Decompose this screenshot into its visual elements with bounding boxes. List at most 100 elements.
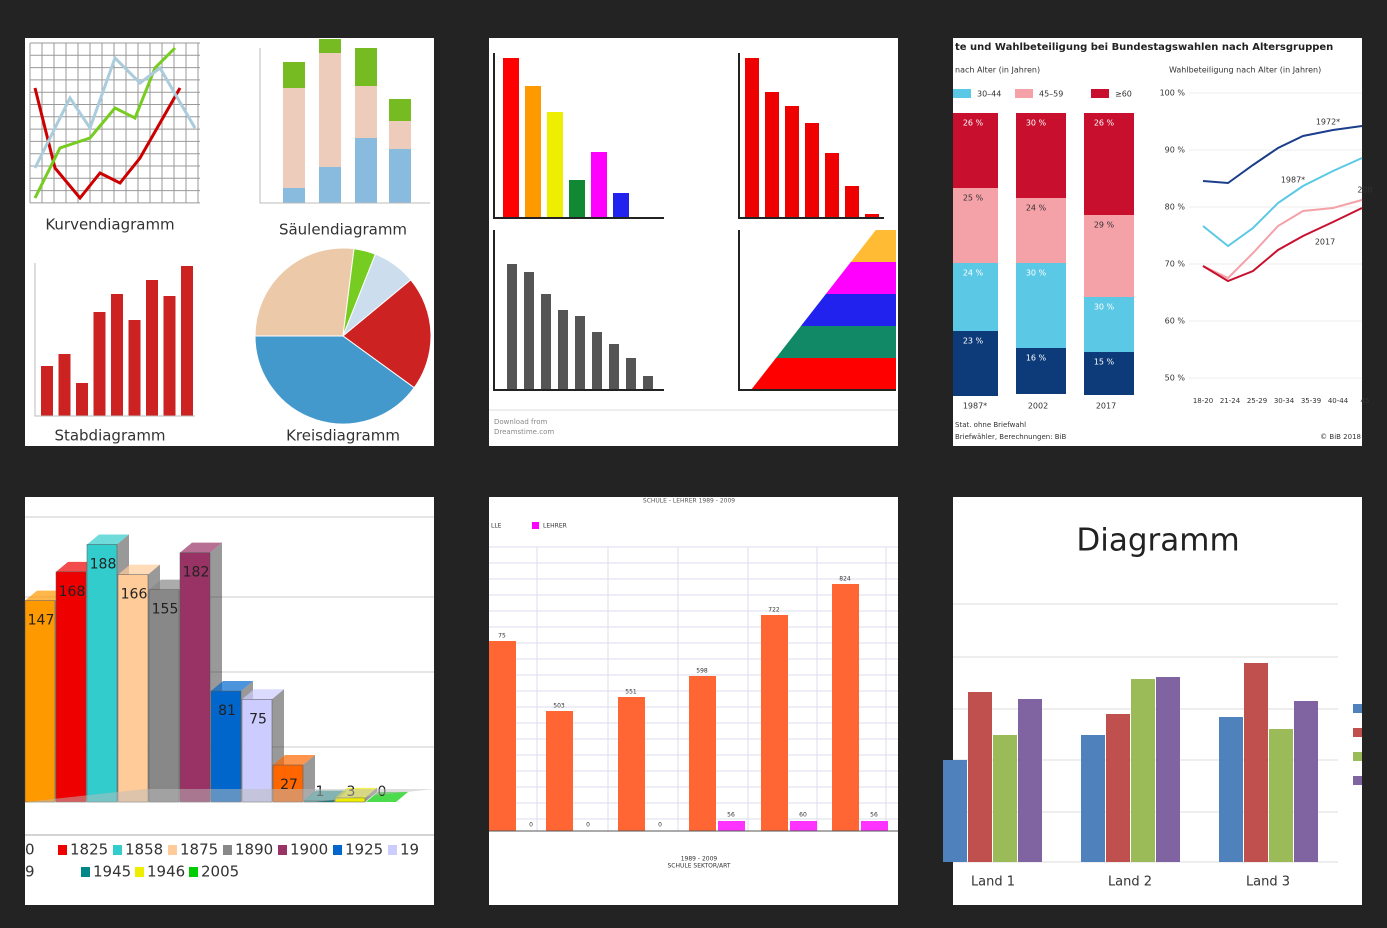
bar xyxy=(1081,735,1105,862)
label: 18-20 xyxy=(1193,397,1213,405)
thumbnail-bg[interactable] xyxy=(953,38,1362,446)
label: 1972* xyxy=(1316,118,1340,127)
label: Briefwähler, Berechnungen: BiB xyxy=(955,433,1067,441)
label: 15 % xyxy=(1094,358,1115,367)
bar-top xyxy=(118,564,160,575)
line-shape xyxy=(1202,125,1363,185)
label: Diagramm xyxy=(1076,523,1239,559)
bar-top xyxy=(273,755,315,766)
label: 24 % xyxy=(963,269,984,278)
label: 1825 xyxy=(70,841,108,859)
label: 0 xyxy=(529,822,533,829)
shape xyxy=(613,193,629,218)
line-shape xyxy=(33,55,197,169)
legend-swatch xyxy=(135,867,144,877)
label: 1900 xyxy=(290,841,328,859)
line-shape xyxy=(738,53,884,219)
legend-swatch xyxy=(81,867,90,877)
shape xyxy=(865,214,879,218)
label: SCHULE SEKTOR/ART xyxy=(667,863,730,870)
label: SCHULE - LEHRER 1989 - 2009 xyxy=(643,498,735,505)
label: 2005 xyxy=(201,863,239,881)
shape xyxy=(163,296,176,416)
shape xyxy=(524,272,534,390)
legend-swatch xyxy=(168,845,177,855)
label: 1858 xyxy=(125,841,163,859)
shape xyxy=(825,153,839,218)
shape xyxy=(558,310,568,390)
label: 60 xyxy=(799,812,807,819)
shape xyxy=(319,53,341,167)
label: 503 xyxy=(553,703,565,710)
bar xyxy=(861,821,888,831)
label: 30-34 xyxy=(1274,397,1295,405)
shape xyxy=(1091,89,1109,98)
label: 147 xyxy=(28,613,55,629)
line-shape xyxy=(738,230,896,391)
shape xyxy=(1016,113,1066,198)
bar xyxy=(179,552,211,803)
label: 1945 xyxy=(93,863,131,881)
label: 75 xyxy=(498,633,506,640)
bar xyxy=(1269,729,1293,862)
thumbnail[interactable]: SCHULE - LEHRER 1989 - 2009 LLE LEHRER 75 0 5… xyxy=(489,497,898,905)
shape xyxy=(389,121,411,149)
shape xyxy=(765,92,779,218)
label: © BiB 2018 xyxy=(1320,433,1361,441)
pyramid-band xyxy=(751,358,896,390)
label: 182 xyxy=(183,565,210,581)
shape xyxy=(58,354,71,416)
label: 16 % xyxy=(1026,354,1047,363)
label: 26 % xyxy=(1094,119,1115,128)
thumbnail[interactable]: Download from Dreamstime.com xyxy=(489,38,898,446)
label: Dreamstime.com xyxy=(494,428,554,436)
bar xyxy=(86,544,118,803)
label: Wahlbeteiligung nach Alter (in Jahren) xyxy=(1169,66,1321,75)
shape xyxy=(111,294,123,416)
label: 80 % xyxy=(1165,203,1186,212)
label: 75 xyxy=(249,711,267,727)
shape xyxy=(541,294,551,390)
shape xyxy=(525,86,541,218)
shape xyxy=(805,123,819,218)
pyramid-band xyxy=(775,326,896,358)
thumbnail[interactable]: Kurvendiagramm Säulendiagramm Stabdiagramm… xyxy=(25,38,434,446)
thumbnail[interactable]: 1471681881661551828175271300182518581875… xyxy=(24,497,434,905)
bar xyxy=(1219,717,1243,862)
legend-swatch xyxy=(1353,728,1362,737)
bar xyxy=(210,690,242,803)
label: 30 % xyxy=(1094,303,1115,312)
bar xyxy=(832,584,859,831)
legend-swatch xyxy=(278,845,287,855)
label: 155 xyxy=(152,602,179,618)
line-shape xyxy=(33,46,177,199)
bar-top xyxy=(180,542,222,553)
shape xyxy=(953,113,998,188)
line-shape xyxy=(33,87,182,201)
shape xyxy=(592,332,602,390)
label: 45 xyxy=(1361,397,1370,405)
shape xyxy=(76,383,88,416)
pie-slice xyxy=(254,247,355,337)
line-shape xyxy=(1202,157,1363,248)
label: 824 xyxy=(839,576,851,583)
shape xyxy=(355,48,377,86)
label: 30–44 xyxy=(977,90,1001,99)
bar xyxy=(546,711,573,831)
label: 0 xyxy=(25,841,35,859)
thumbnail[interactable]: Diagramm Land 1 Land 2 Land 3 xyxy=(943,497,1362,905)
label: Kreisdiagramm xyxy=(286,427,400,445)
legend-swatch xyxy=(1353,752,1362,761)
shape xyxy=(745,58,759,218)
shape xyxy=(953,188,998,263)
shape xyxy=(1016,263,1066,348)
shape xyxy=(953,331,998,396)
shape xyxy=(785,106,799,218)
label: te und Wahlbeteiligung bei Bundestagswah… xyxy=(955,42,1333,53)
bar xyxy=(148,589,180,803)
label: 2002 xyxy=(1028,402,1048,411)
thumbnail[interactable]: te und Wahlbeteiligung bei Bundestagswah… xyxy=(953,38,1373,446)
label: Stat. ohne Briefwahl xyxy=(955,421,1026,429)
shape xyxy=(319,39,341,53)
